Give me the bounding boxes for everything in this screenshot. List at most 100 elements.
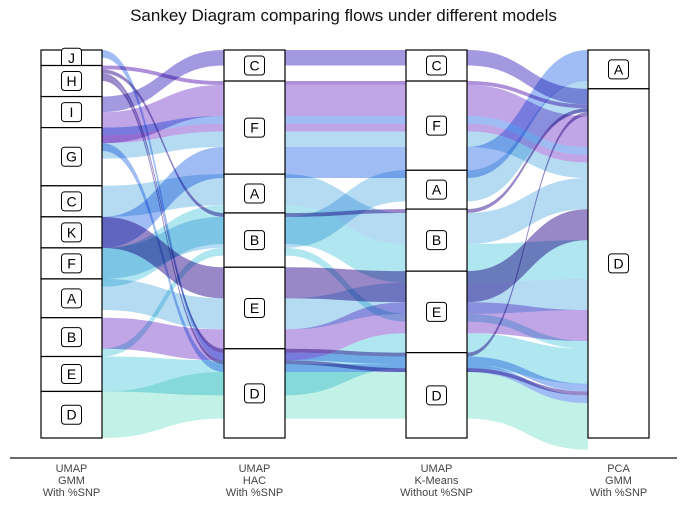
axis-label-line: Without %SNP bbox=[400, 487, 473, 499]
node-label: H bbox=[66, 73, 76, 89]
node-label-box bbox=[608, 59, 629, 80]
flow-band bbox=[102, 372, 224, 438]
axis-label-line: With %SNP bbox=[226, 487, 283, 499]
flow-band bbox=[102, 147, 224, 248]
node-label-box bbox=[61, 253, 82, 274]
node-label: E bbox=[250, 300, 259, 316]
flow-band bbox=[102, 50, 224, 361]
node-label-box bbox=[61, 222, 82, 243]
node-label: A bbox=[614, 61, 624, 77]
node-label-box bbox=[244, 230, 265, 251]
flow-band bbox=[102, 216, 224, 279]
node-label-box bbox=[244, 117, 265, 138]
flow-band bbox=[467, 178, 588, 244]
flow-band bbox=[467, 364, 588, 404]
node-label-box bbox=[61, 327, 82, 348]
node-label-box bbox=[61, 404, 82, 425]
flow-band bbox=[285, 115, 406, 124]
node-label: D bbox=[249, 385, 259, 401]
axis-label-line: K-Means bbox=[414, 475, 459, 487]
chart-title: Sankey Diagram comparing flows under dif… bbox=[130, 6, 557, 25]
flow-band bbox=[285, 84, 406, 116]
axis-label-line: GMM bbox=[605, 475, 632, 487]
flow-band bbox=[467, 333, 588, 384]
flow-band bbox=[285, 302, 406, 361]
node-label-box bbox=[61, 363, 82, 384]
node-label: B bbox=[250, 232, 259, 248]
node-label-box bbox=[61, 288, 82, 309]
flow-band bbox=[102, 123, 224, 144]
flow-band bbox=[102, 65, 224, 85]
flows-layer bbox=[102, 50, 588, 450]
node-label-box bbox=[61, 71, 82, 92]
node-label-box bbox=[244, 55, 265, 76]
axis-label-line: UMAP bbox=[239, 463, 271, 475]
flow-band bbox=[467, 81, 588, 202]
axis-label-line: UMAP bbox=[56, 463, 88, 475]
node-label: A bbox=[250, 186, 260, 202]
flow-band bbox=[467, 372, 588, 450]
axis-label-line: With %SNP bbox=[590, 487, 647, 499]
node-label: C bbox=[66, 193, 76, 209]
node-label: A bbox=[432, 182, 442, 198]
axis-label-line: HAC bbox=[243, 475, 266, 487]
flow-band bbox=[285, 247, 406, 322]
flow-band bbox=[102, 50, 224, 113]
flow-band bbox=[285, 131, 406, 147]
node-label: C bbox=[249, 58, 259, 74]
flow-band bbox=[102, 131, 224, 159]
node-label: G bbox=[66, 149, 77, 165]
flow-band bbox=[467, 313, 588, 349]
node-label: F bbox=[67, 255, 76, 271]
flow-band bbox=[285, 364, 406, 373]
flow-band bbox=[467, 81, 588, 109]
node-label-box bbox=[244, 183, 265, 204]
flow-band bbox=[285, 372, 406, 419]
node-label-box bbox=[244, 298, 265, 319]
flow-band bbox=[102, 247, 224, 357]
flow-band bbox=[102, 77, 224, 365]
flow-band bbox=[285, 123, 406, 132]
axis-label-line: PCA bbox=[607, 463, 630, 475]
flow-band bbox=[102, 317, 224, 361]
flow-band bbox=[102, 115, 224, 136]
flow-band bbox=[285, 50, 406, 66]
flow-band bbox=[467, 302, 588, 341]
node-label: D bbox=[613, 255, 623, 271]
node-label: B bbox=[67, 329, 76, 345]
node-label: B bbox=[432, 232, 441, 248]
node-label-box bbox=[426, 115, 447, 136]
node-label: E bbox=[67, 366, 76, 382]
node-label-box bbox=[426, 385, 447, 406]
node-label: F bbox=[432, 118, 441, 134]
node-label: F bbox=[250, 120, 259, 136]
node-label: C bbox=[431, 58, 441, 74]
flow-band bbox=[285, 147, 406, 179]
node-label: D bbox=[66, 407, 76, 423]
flow-band bbox=[467, 240, 588, 283]
axis-label-line: With %SNP bbox=[43, 487, 100, 499]
flow-band bbox=[467, 50, 588, 179]
axis-label-line: UMAP bbox=[421, 463, 453, 475]
flow-band bbox=[467, 112, 588, 357]
node-label: I bbox=[70, 104, 74, 120]
node-label: K bbox=[67, 224, 77, 240]
node-label-box bbox=[608, 253, 629, 274]
node-label: D bbox=[431, 387, 441, 403]
node-label: A bbox=[67, 290, 77, 306]
flow-band bbox=[285, 352, 406, 365]
flow-band bbox=[467, 356, 588, 392]
flow-band bbox=[285, 282, 406, 330]
node-label-box bbox=[426, 230, 447, 251]
node-label-box bbox=[61, 102, 82, 123]
node-label: E bbox=[432, 304, 441, 320]
node-label: J bbox=[68, 50, 75, 66]
node-label-box bbox=[244, 383, 265, 404]
axis-label-line: GMM bbox=[58, 475, 85, 487]
node-label-box bbox=[61, 191, 82, 212]
node-label-box bbox=[426, 301, 447, 322]
node-label-box bbox=[61, 146, 82, 167]
